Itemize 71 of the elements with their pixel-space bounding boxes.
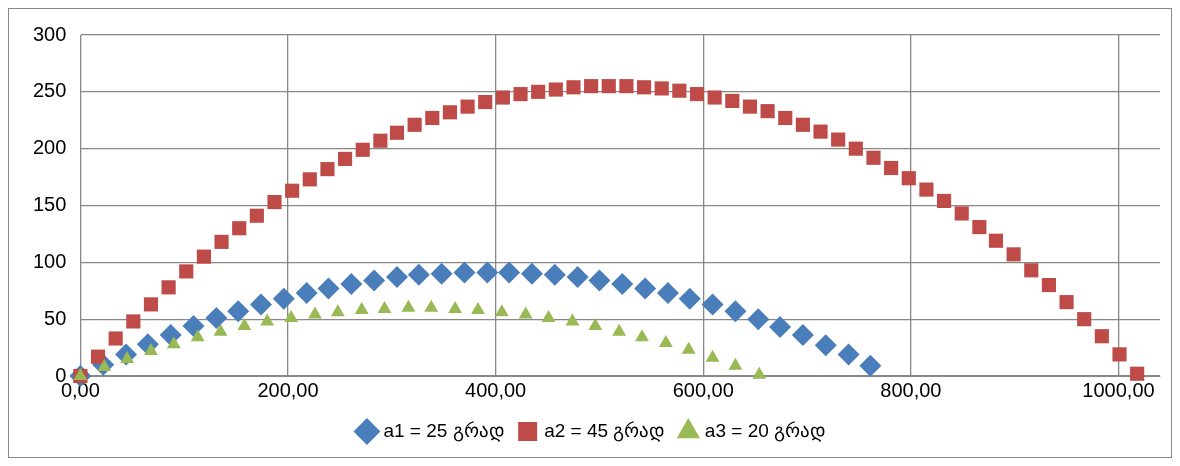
point [724,300,747,323]
point [448,300,463,313]
point [424,299,439,312]
point [340,272,363,295]
point [284,310,299,323]
y-tick-label: 200 [32,136,67,159]
x-tick-label: 800,00 [880,378,942,401]
point [377,300,392,313]
point [205,307,228,330]
point [837,343,860,366]
y-tick-label: 250 [32,79,67,102]
point [612,323,627,336]
point [656,282,679,305]
x-tick-label: 600,00 [672,378,734,401]
point [260,313,275,326]
point [814,334,837,357]
point [363,269,386,292]
point [237,317,252,330]
point [401,299,416,312]
point [430,262,453,285]
point [791,324,814,347]
point [658,335,673,348]
legend-label: a1 = 25 გრად [383,419,505,442]
point [476,261,499,284]
y-tick-label: 300 [32,22,67,45]
point [471,302,485,315]
point [407,263,430,286]
point [859,354,882,377]
point [498,261,521,284]
point [494,304,509,317]
legend-label: a2 = 45 გრად [544,419,666,442]
point [308,306,322,319]
x-tick-label: 400,00 [465,378,527,401]
point [330,304,345,317]
point [728,357,743,370]
x-tick-label: 1000,00 [1082,378,1155,401]
point [453,261,476,284]
point [678,287,701,310]
point [518,306,533,319]
point [565,313,580,326]
point [588,317,603,330]
y-tick-label: 100 [32,249,67,272]
point [566,266,589,289]
point [182,314,205,337]
point [752,366,767,379]
y-tick-label: 150 [32,193,67,216]
point [250,293,272,316]
point [769,316,792,339]
point [634,277,657,300]
x-tick-label: 200,00 [257,378,319,401]
point [635,329,649,342]
legend-label: a3 = 20 გრად [704,419,827,442]
point [272,287,295,310]
point [588,269,611,292]
point [385,266,408,289]
point [213,323,228,336]
point [541,310,556,323]
point [611,272,634,295]
point [520,262,543,285]
point [701,293,724,316]
point [705,349,720,362]
point [317,277,340,300]
point [681,341,696,354]
point [543,263,566,286]
point [190,329,205,342]
point [227,300,250,323]
y-tick-label: 50 [44,306,67,329]
point [166,336,181,349]
point [747,308,770,331]
point [295,282,318,305]
point [354,302,369,315]
